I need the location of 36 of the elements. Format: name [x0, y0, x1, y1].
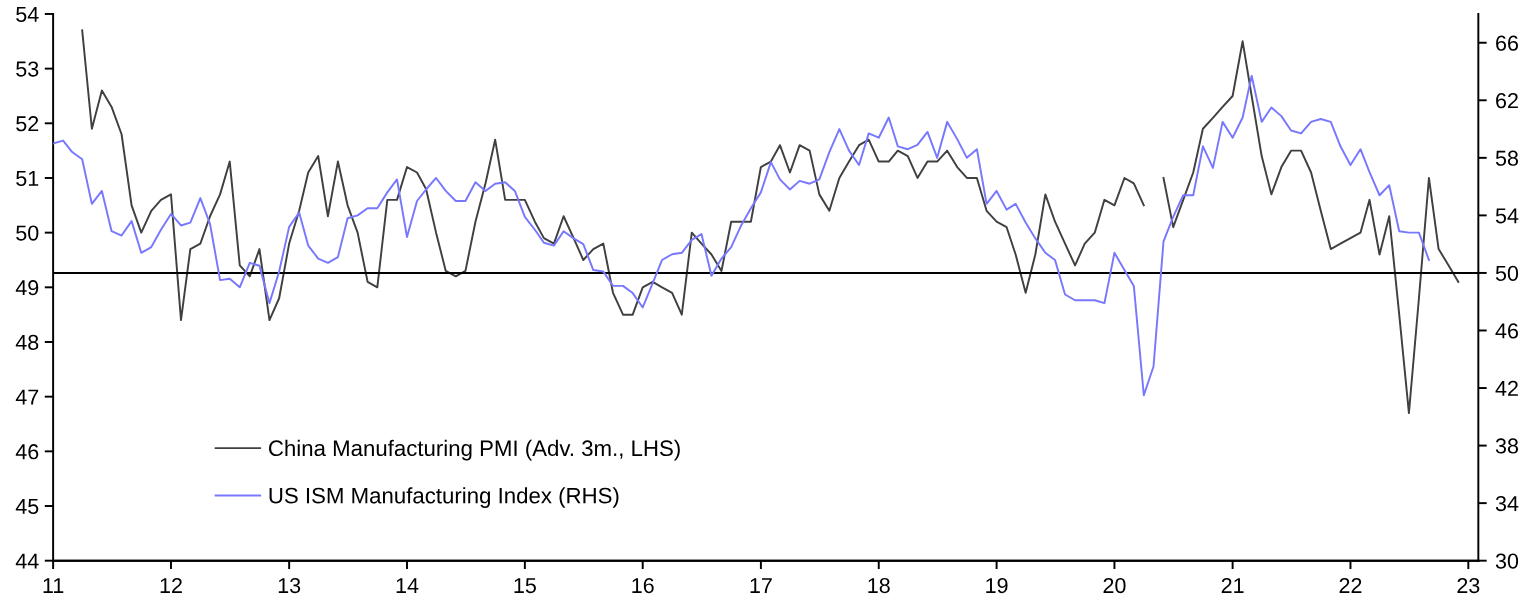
x-tick-label: 21	[1221, 577, 1244, 593]
x-tick-label: 23	[1457, 577, 1480, 594]
y-tick-label: 47	[15, 389, 39, 405]
y-tick-label: 51	[16, 170, 39, 186]
y-tick-label: 52	[16, 116, 39, 132]
y2-tick-label: 66	[1496, 35, 1518, 51]
x-tick-label: 13	[278, 577, 301, 594]
y2-tick-label: 42	[1495, 380, 1518, 396]
y2-tick-label: 50	[1495, 265, 1519, 281]
x-tick-label: 11	[43, 578, 64, 593]
y-tick-label: 45	[15, 499, 39, 515]
x-tick-label: 19	[986, 577, 1008, 594]
x-tick-label: 22	[1339, 577, 1362, 593]
y-tick-label: 49	[15, 280, 39, 296]
y2-tick-label: 34	[1495, 495, 1519, 512]
y-tick-label: 50	[16, 225, 39, 241]
y2-tick-label: 54	[1495, 208, 1519, 224]
y2-tick-label: 58	[1495, 150, 1519, 166]
y-tick-label: 48	[15, 334, 39, 351]
y2-tick-label: 62	[1496, 93, 1518, 109]
x-tick-label: 15	[514, 578, 536, 594]
x-tick-label: 12	[160, 577, 182, 593]
y2-tick-label: 38	[1495, 438, 1519, 454]
x-tick-label: 18	[868, 577, 890, 594]
x-tick-label: 16	[632, 577, 654, 594]
y-tick-label: 44	[15, 553, 39, 569]
legend-label: US ISM Manufacturing Index (RHS)	[269, 487, 619, 508]
y2-tick-label: 46	[1495, 323, 1518, 339]
x-tick-label: 20	[1103, 577, 1126, 594]
y-tick-label: 46	[15, 444, 39, 460]
x-tick-label: 17	[750, 578, 772, 593]
legend-label: China Manufacturing PMI (Adv. 3m., LHS)	[269, 439, 680, 461]
y2-tick-label: 30	[1495, 553, 1519, 569]
y-tick-label: 54	[16, 6, 39, 22]
x-tick-label: 14	[396, 578, 419, 593]
y-tick-label: 53	[16, 61, 39, 77]
